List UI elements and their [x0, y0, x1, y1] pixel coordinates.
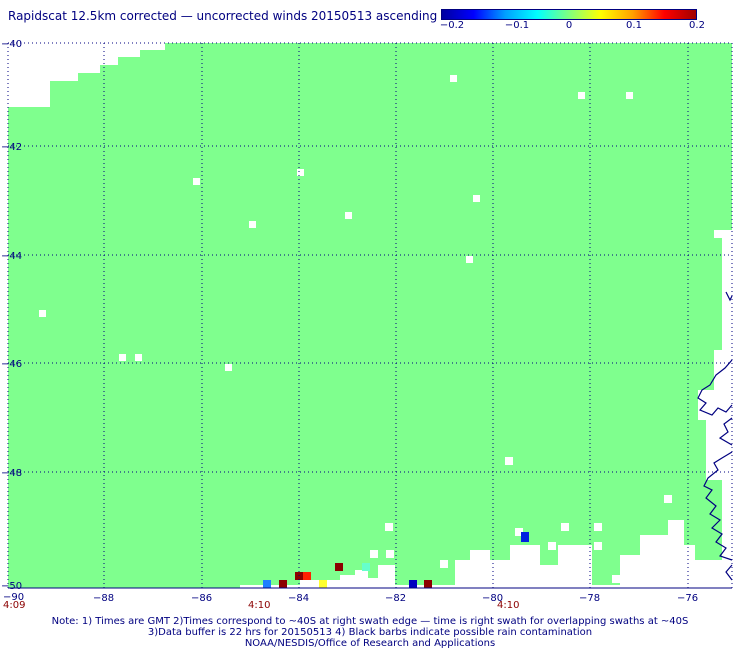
- lat-label: −46: [1, 359, 22, 370]
- lon-label: −76: [677, 593, 698, 604]
- map-title: Rapidscat 12.5km corrected — uncorrected…: [8, 9, 438, 23]
- note-line-2: 3)Data buffer is 22 hrs for 20150513 4) …: [147, 627, 593, 638]
- note-line-1: Note: 1) Times are GMT 2)Times correspon…: [51, 616, 689, 627]
- lon-label: −80: [482, 593, 503, 604]
- note-line-3: NOAA/NESDIS/Office of Research and Appli…: [244, 638, 496, 649]
- corner-label: −90: [3, 592, 24, 603]
- lat-label: −50: [1, 581, 22, 592]
- swath-time: 4:10: [248, 600, 271, 611]
- colorbar-tick: 0.1: [626, 20, 642, 31]
- lon-label: −88: [93, 593, 114, 604]
- colorbar-tick: 0: [565, 20, 573, 31]
- axis-labels: −40 −42 −44 −46 −48 −50 −90 −88 −86 −84 …: [1, 39, 698, 604]
- lon-label: −78: [579, 593, 600, 604]
- swath-time: 4:10: [497, 600, 520, 611]
- lat-label: −48: [1, 468, 22, 479]
- colorbar-tick: −0.2: [439, 20, 465, 31]
- lat-lon-grid: [7, 42, 733, 588]
- swath-area: [8, 43, 732, 588]
- lon-label: −84: [288, 593, 309, 604]
- lat-label: −44: [1, 251, 22, 262]
- swath-time: 4:09: [3, 600, 26, 611]
- coastline: [697, 291, 733, 581]
- lon-label: −86: [191, 593, 212, 604]
- lat-label: −40: [1, 39, 22, 50]
- colorbar-tick: 0.2: [689, 20, 705, 31]
- colorbar-tick: −0.1: [504, 20, 530, 31]
- data-gaps: [39, 75, 730, 583]
- lon-label: −82: [385, 593, 406, 604]
- colorbar: [441, 9, 697, 20]
- lat-label: −42: [1, 142, 22, 153]
